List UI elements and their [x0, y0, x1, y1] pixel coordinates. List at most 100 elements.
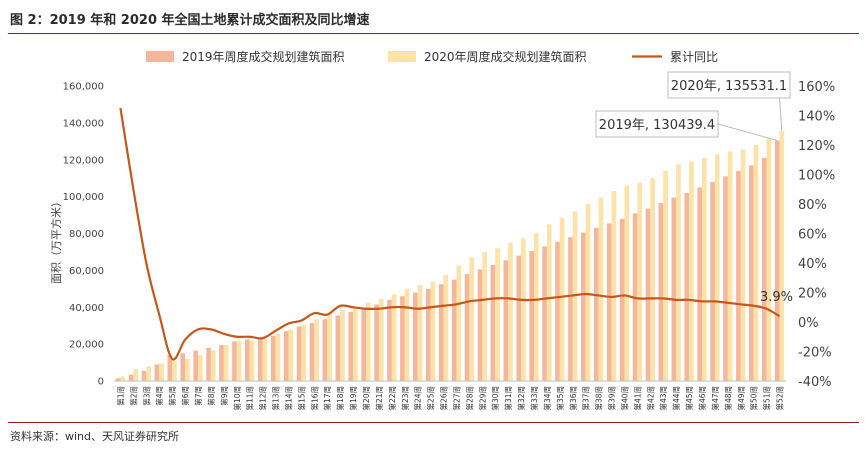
- bar-2020: [262, 338, 268, 381]
- bar-2020: [689, 161, 694, 381]
- bar-2019: [684, 192, 690, 381]
- bar-2019: [374, 304, 379, 381]
- bar-2020: [702, 157, 707, 381]
- bar-2020: [624, 185, 630, 381]
- x-tick-label: 第8周: [206, 386, 216, 406]
- bar-2019: [400, 296, 405, 381]
- y2-tick-label: 0%: [798, 316, 819, 331]
- x-tick-label: 第6周: [180, 386, 190, 406]
- bar-2020: [521, 238, 526, 381]
- y2-tick-label: 140%: [798, 110, 835, 125]
- x-tick-label: 第2周: [128, 386, 138, 406]
- legend-label-2019: 2019年周度成交规划建筑面积: [182, 49, 345, 64]
- x-tick-label: 第10周: [232, 386, 242, 411]
- y-tick-label: 160,000: [63, 82, 104, 93]
- bar-2019: [270, 335, 276, 381]
- y2-tick-label: 80%: [798, 198, 827, 213]
- bar-2019: [761, 157, 767, 381]
- bar-2020: [223, 345, 229, 381]
- y-axis-ticks: 0 20,000 40,000 60,000 80,000 100,000 120,000 1…: [63, 82, 104, 388]
- bar-2020: [133, 369, 139, 381]
- y2-tick-label: 120%: [798, 139, 835, 154]
- x-tick-label: 第52周: [775, 386, 785, 411]
- y-tick-label: 0: [98, 377, 104, 388]
- yoy-line: [119, 107, 781, 361]
- x-tick-label: 第36周: [568, 386, 578, 411]
- x-tick-label: 第49周: [736, 386, 746, 411]
- x-tick-label: 第44周: [671, 386, 681, 411]
- bar-2019: [180, 353, 186, 381]
- bar-2019: [671, 197, 677, 381]
- x-tick-label: 第11周: [245, 386, 255, 411]
- bar-2020: [714, 154, 720, 381]
- x-tick-label: 第43周: [658, 386, 668, 411]
- bar-2020: [740, 149, 746, 381]
- bar-2020: [430, 281, 436, 381]
- bar-2019: [154, 364, 160, 381]
- bar-2019: [568, 237, 573, 381]
- y-tick-label: 40,000: [69, 303, 104, 314]
- bar-2020: [301, 324, 307, 381]
- x-tick-label: 第9周: [219, 386, 229, 406]
- x-tick-label: 第17周: [322, 386, 332, 411]
- bar-2019: [348, 311, 354, 381]
- y2-tick-label: 20%: [798, 287, 827, 302]
- bar-2019: [464, 274, 470, 381]
- x-tick-label: 第14周: [283, 386, 293, 411]
- bars: [115, 131, 785, 382]
- x-tick-label: 第39周: [607, 386, 617, 411]
- bar-2019: [425, 288, 431, 381]
- bar-2019: [774, 140, 780, 381]
- x-tick-label: 第19周: [348, 386, 358, 411]
- x-tick-label: 第33周: [529, 386, 539, 411]
- bar-2019: [322, 319, 328, 381]
- y2-tick-label: -40%: [798, 375, 832, 390]
- x-tick-label: 第1周: [115, 386, 125, 406]
- x-tick-label: 第48周: [723, 386, 733, 411]
- x-tick-label: 第26周: [439, 386, 449, 411]
- bar-2020: [753, 145, 759, 381]
- x-tick-label: 第21周: [374, 386, 384, 411]
- bar-2019: [645, 208, 651, 381]
- x-tick-label: 第38周: [594, 386, 604, 411]
- title-divider: [8, 33, 859, 34]
- callout-text-2020: 2020年, 135531.1: [671, 79, 787, 94]
- legend-swatch-2019: [146, 51, 174, 62]
- bar-2019: [490, 264, 496, 381]
- x-tick-label: 第41周: [632, 386, 642, 411]
- chart-title: 图 2：2019 年和 2020 年全国土地累计成交面积及同比增速: [10, 13, 370, 28]
- y2-tick-label: 160%: [798, 80, 835, 95]
- bar-2019: [257, 338, 263, 381]
- x-tick-label: 第40周: [619, 386, 629, 411]
- bar-2020: [404, 288, 410, 381]
- x-tick-label: 第15周: [296, 386, 306, 411]
- y-tick-label: 80,000: [69, 229, 104, 240]
- bar-2020: [366, 302, 371, 381]
- annotations: 2020年, 135531.1 2019年, 130439.4 3.9%: [595, 71, 793, 305]
- x-tick-label: 第42周: [645, 386, 655, 411]
- y2-tick-label: 60%: [798, 228, 827, 243]
- bar-2019: [542, 246, 547, 381]
- callout-leader-2020: [779, 97, 783, 132]
- bar-2020: [766, 138, 772, 381]
- legend: 2019年周度成交规划建筑面积 2020年周度成交规划建筑面积 累计同比: [146, 49, 718, 64]
- bar-2020: [249, 340, 255, 381]
- x-tick-label: 第7周: [193, 386, 203, 406]
- bar-2019: [387, 299, 392, 382]
- x-tick-label: 第35周: [555, 386, 565, 411]
- bar-2020: [456, 265, 462, 381]
- x-tick-label: 第46周: [697, 386, 707, 411]
- bar-2019: [128, 374, 134, 381]
- bar-2020: [198, 355, 203, 381]
- callout-box-2020: [667, 71, 791, 99]
- legend-label-yoy: 累计同比: [670, 50, 718, 64]
- callout-text-2019: 2019年, 130439.4: [599, 118, 715, 133]
- bar-2019: [619, 218, 625, 381]
- bar-2020: [598, 197, 604, 381]
- bar-2019: [736, 170, 741, 381]
- bar-2019: [723, 176, 728, 381]
- x-tick-label: 第22周: [387, 386, 397, 411]
- bar-2019: [245, 339, 250, 381]
- legend-label-2020: 2020年周度成交规划建筑面积: [424, 49, 587, 64]
- x-tick-label: 第45周: [684, 386, 694, 411]
